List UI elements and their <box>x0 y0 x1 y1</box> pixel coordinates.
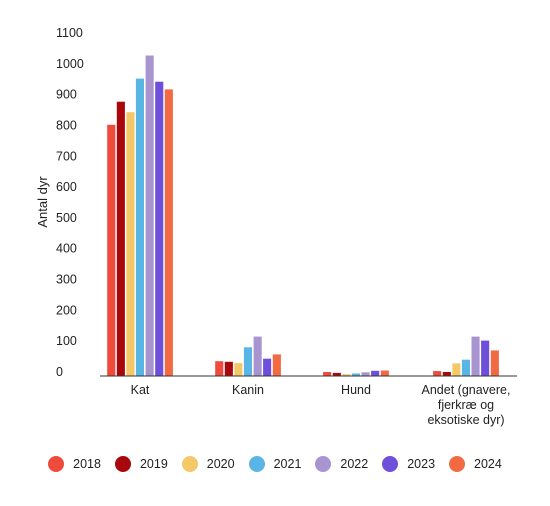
x-category-label: Kat <box>131 383 150 397</box>
y-axis-label: Antal dyr <box>35 176 50 228</box>
legend-marker <box>181 456 198 472</box>
bar-2022-2 <box>361 372 370 376</box>
bar-2023-3 <box>481 340 490 376</box>
legend-item-2023: 2023 <box>382 456 435 472</box>
legend-label: 2022 <box>340 457 369 471</box>
y-tick-label: 1000 <box>56 57 84 71</box>
legend-label: 2020 <box>206 457 235 471</box>
bar-2024-1 <box>272 354 281 376</box>
legend-marker <box>114 456 131 472</box>
y-tick-label: 300 <box>56 273 77 287</box>
x-category-label: Andet (gnavere, fjerkræ og eksotiske dyr) <box>422 383 511 427</box>
legend-marker <box>382 456 399 472</box>
bar-2022-0 <box>145 55 154 376</box>
bar-2023-2 <box>371 370 380 376</box>
bar-2024-3 <box>490 350 499 376</box>
y-tick-label: 700 <box>56 149 77 163</box>
bar-2024-2 <box>380 370 389 376</box>
legend-label: 2024 <box>474 457 502 471</box>
bar-2020-1 <box>234 363 243 376</box>
y-tick-label: 1100 <box>56 26 83 40</box>
bar-2020-3 <box>452 363 461 376</box>
legend-marker <box>248 456 265 472</box>
y-axis-ticks: 0 100 200 300 400 500 600 700 800 900 1000 1100 <box>56 26 84 379</box>
bar-2023-0 <box>155 81 164 376</box>
legend-item-2022: 2022 <box>315 456 368 472</box>
legend-marker <box>449 456 466 472</box>
bar-2019-3 <box>442 372 451 376</box>
bar-2021-3 <box>461 359 470 376</box>
y-tick-label: 0 <box>56 365 63 379</box>
bar-2019-2 <box>332 372 341 376</box>
bar-chart: 0 100 200 300 400 500 600 700 800 900 1000 1100 Ant… <box>35 26 517 427</box>
y-tick-label: 200 <box>56 303 77 317</box>
legend-item-2020: 2020 <box>181 456 235 472</box>
bar-2021-2 <box>351 373 360 376</box>
bar-2021-1 <box>243 347 252 376</box>
legend-item-2018: 2018 <box>48 456 101 472</box>
y-tick-label: 800 <box>56 118 77 132</box>
y-tick-label: 100 <box>56 334 77 348</box>
legend-label: 2018 <box>73 457 101 471</box>
bar-2018-3 <box>433 371 442 376</box>
bar-2021-0 <box>135 78 144 376</box>
bar-2022-1 <box>253 336 262 376</box>
y-tick-label: 600 <box>56 180 77 194</box>
legend: 2018 2019 2020 2021 2022 2023 2024 <box>0 453 550 475</box>
bar-2018-0 <box>107 124 116 376</box>
bar-2018-2 <box>323 372 332 376</box>
legend-label: 2023 <box>407 457 436 471</box>
y-tick-label: 400 <box>56 242 77 256</box>
y-tick-label: 500 <box>56 211 77 225</box>
legend-label: 2021 <box>273 457 302 471</box>
legend-item-2021: 2021 <box>248 456 302 472</box>
legend-item-2019: 2019 <box>114 456 168 472</box>
legend-label: 2019 <box>139 457 168 471</box>
legend-item-2024: 2024 <box>449 456 502 472</box>
legend-marker <box>315 456 332 472</box>
bar-2019-1 <box>224 361 233 376</box>
x-axis-labels: Kat Kanin Hund Andet (gnavere, fjerkræ og eks… <box>131 383 511 427</box>
bar-2022-3 <box>471 336 480 376</box>
bar-2018-1 <box>215 361 224 376</box>
legend-marker <box>48 456 65 472</box>
bar-2020-2 <box>342 374 351 376</box>
y-tick-label: 900 <box>56 88 77 102</box>
bars <box>107 55 499 377</box>
x-category-label: Hund <box>341 383 371 397</box>
x-category-label: Kanin <box>232 383 264 397</box>
bar-2020-0 <box>126 112 135 376</box>
bar-2024-0 <box>164 89 173 377</box>
bar-2023-1 <box>263 358 272 376</box>
bar-2019-0 <box>116 101 125 376</box>
